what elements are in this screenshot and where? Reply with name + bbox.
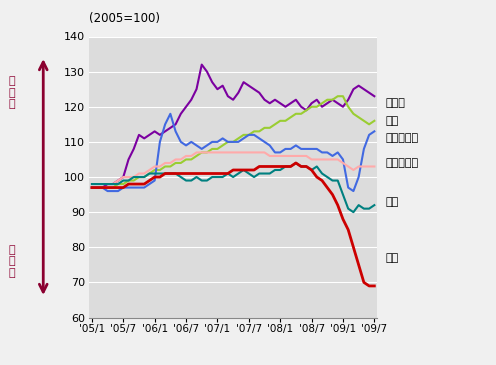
Text: 말레이시아: 말레이시아 xyxy=(385,158,419,168)
Text: 중국: 중국 xyxy=(385,116,399,126)
Text: 한국: 한국 xyxy=(385,253,399,263)
Text: 인도네시아: 인도네시아 xyxy=(385,133,419,143)
Text: (2005=100): (2005=100) xyxy=(89,12,160,25)
Text: 저
평
가: 저 평 가 xyxy=(8,245,15,278)
Text: 인도: 인도 xyxy=(385,197,399,207)
Text: 필리핀: 필리핀 xyxy=(385,98,405,108)
Text: 고
평
가: 고 평 가 xyxy=(8,76,15,109)
